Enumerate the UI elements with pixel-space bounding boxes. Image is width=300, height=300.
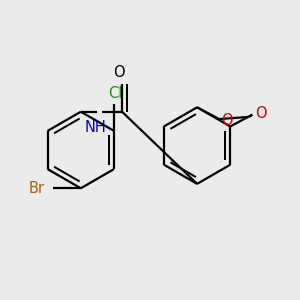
Text: NH: NH [85, 120, 106, 135]
Text: Br: Br [28, 181, 45, 196]
Text: O: O [221, 113, 233, 128]
Text: O: O [113, 65, 124, 80]
Text: O: O [255, 106, 266, 121]
Text: Cl: Cl [108, 86, 123, 101]
